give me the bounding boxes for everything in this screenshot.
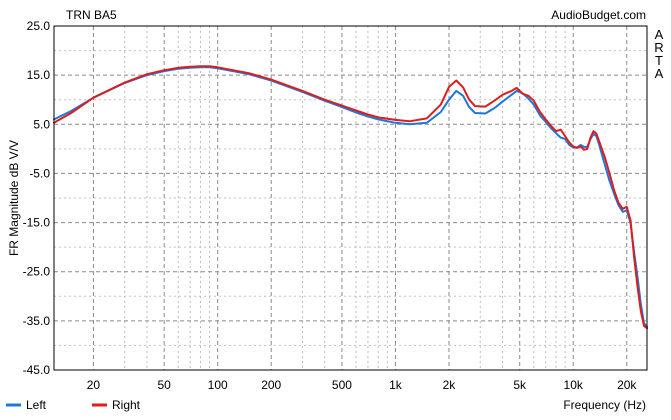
x-tick-label: 20k: [617, 378, 637, 392]
series-layer: [53, 65, 648, 330]
x-tick-label: 2k: [443, 378, 457, 392]
x-tick-label: 200: [261, 378, 281, 392]
y-tick-label: -15.0: [23, 216, 51, 230]
legend-label-left: Left: [26, 398, 47, 412]
grid-lines: [54, 26, 647, 370]
y-tick-label: 5.0: [33, 117, 50, 131]
y-tick-label: -45.0: [23, 363, 51, 377]
legend-label-right: Right: [112, 398, 141, 412]
x-tick-labels: 20 50 100 200 500 1k 2k 5k 10k 20k: [87, 378, 638, 392]
chart-title: TRN BA5: [66, 8, 117, 22]
legend: Left Right: [6, 398, 141, 412]
y-tick-label: 25.0: [27, 19, 51, 33]
y-axis-label: FR Magnitude dB V/V: [7, 140, 21, 256]
y-tick-label: -35.0: [23, 314, 51, 328]
side-label-a2: A: [655, 66, 664, 81]
plot-frame: [53, 25, 648, 371]
x-tick-label: 50: [157, 378, 171, 392]
x-tick-label: 20: [87, 378, 101, 392]
watermark-text: AudioBudget.com: [551, 8, 646, 22]
x-tick-label: 5k: [513, 378, 527, 392]
x-tick-label: 10k: [564, 378, 584, 392]
series-line-right: [53, 65, 648, 330]
side-label-t: T: [655, 53, 663, 68]
x-axis-label: Frequency (Hz): [563, 398, 646, 412]
y-tick-label: -5.0: [29, 166, 50, 180]
y-tick-label: 15.0: [27, 68, 51, 82]
y-tick-label: -25.0: [23, 265, 51, 279]
y-tick-labels: 25.0 15.0 5.0 -5.0 -15.0 -25.0 -35.0 -45.0: [23, 19, 51, 377]
x-tick-label: 100: [208, 378, 228, 392]
side-label-a1: A: [655, 27, 664, 42]
x-tick-label: 500: [332, 378, 352, 392]
side-label-r: R: [654, 40, 663, 55]
x-tick-label: 1k: [389, 378, 403, 392]
